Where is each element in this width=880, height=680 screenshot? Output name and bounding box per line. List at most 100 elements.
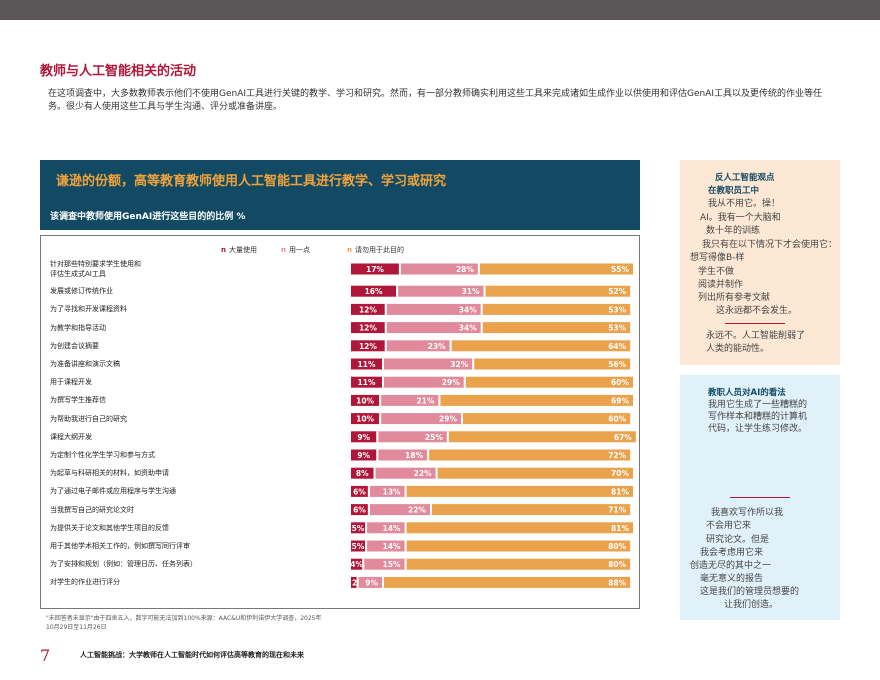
bar-separator <box>365 540 368 552</box>
legend-item-never: n 请勿用于此目的 <box>347 245 404 255</box>
bar-separator <box>477 263 480 275</box>
data-label-heavy: 5% <box>352 542 365 551</box>
bar-separator <box>365 522 368 534</box>
bar-heavy <box>351 504 368 516</box>
legend-label-little: 用一点 <box>288 246 310 254</box>
data-label-little: 9% <box>365 578 378 587</box>
bar-heavy <box>351 449 377 461</box>
bar-never <box>404 558 631 570</box>
bar-separator <box>483 285 486 297</box>
bar-never <box>435 467 633 479</box>
legend-label-never: 请勿用于此目的 <box>354 246 404 254</box>
bar-never <box>382 576 631 588</box>
row-label: 为创建会议摘要 <box>50 341 99 350</box>
bar-heavy <box>351 413 380 425</box>
data-label-heavy: 12% <box>359 324 377 333</box>
data-label-heavy: 12% <box>359 305 377 314</box>
bar-little <box>376 431 447 443</box>
bar-never <box>404 540 631 552</box>
sidebar1-line: 永远不。人工智能削弱了 <box>706 331 806 341</box>
bar-never <box>477 263 633 275</box>
bar-separator <box>367 485 370 497</box>
data-label-little: 15% <box>383 560 401 569</box>
page-title: 教师与人工智能相关的活动 <box>40 64 197 79</box>
sidebar2-line: 代码，让学生练习修改。 <box>708 424 808 434</box>
data-label-little: 32% <box>450 360 468 369</box>
bar-never <box>429 504 631 516</box>
bar-separator <box>379 394 382 406</box>
sidebar2-line: 这是我们的管理员想要的 <box>700 587 800 597</box>
bar-heavy <box>351 522 366 534</box>
bar-never <box>446 431 636 443</box>
bar-heavy <box>351 303 385 315</box>
stacked-bar-chart: 17% 28% 55% 16% 31% 52% 12% 34% 53% 12% 34% 53% 12% 2… <box>350 263 636 588</box>
data-label-little: 25% <box>425 433 443 442</box>
data-label-never: 64% <box>608 342 626 351</box>
bar-never <box>438 394 633 406</box>
data-label-never: 88% <box>608 578 626 587</box>
bar-heavy <box>351 322 385 334</box>
data-label-never: 60% <box>608 415 626 424</box>
data-label-little: 14% <box>383 542 401 551</box>
data-label-heavy: 10% <box>356 415 374 424</box>
row-label: 为定制个性化学生学习和参与方式 <box>50 451 155 459</box>
bar-separator <box>404 522 407 534</box>
bar-little <box>367 485 405 497</box>
legend-marker-never: n <box>347 246 352 254</box>
bar-little <box>376 449 428 461</box>
row-label: 针对那些特别要求学生使用和 评估生成式AI工具 <box>50 260 141 278</box>
bar-heavy <box>351 394 380 406</box>
bar-separator <box>449 340 452 352</box>
data-label-heavy: 6% <box>353 487 366 496</box>
row-label: 为撰写学生推荐信 <box>50 396 106 405</box>
legend-marker-little: n <box>281 246 286 254</box>
footer-title: 人工智能挑战：大学教师在人工智能时代如何评估高等教育的现在和未来 <box>80 651 304 659</box>
bar-separator <box>379 413 382 425</box>
row-label: 为帮助我进行自己的研究 <box>50 414 127 423</box>
bar-separator <box>382 358 385 370</box>
row-label: 当我撰写自己的研究论文时 <box>50 505 134 514</box>
sidebar1-line: 阅读并制作 <box>698 280 744 290</box>
data-label-never: 56% <box>608 360 626 369</box>
data-label-little: 18% <box>405 451 423 460</box>
data-label-heavy: 4% <box>350 560 363 569</box>
data-label-little: 29% <box>439 415 457 424</box>
sidebar2-line: 毫无意义的报告 <box>700 574 764 584</box>
data-label-little: 34% <box>459 324 477 333</box>
data-label-never: 80% <box>608 542 626 551</box>
bar-separator <box>382 576 385 588</box>
data-label-heavy: 9% <box>357 433 370 442</box>
bar-never <box>404 522 633 534</box>
sidebar1-divider <box>725 323 785 324</box>
data-label-heavy: 9% <box>357 451 370 460</box>
data-label-never: 71% <box>608 506 626 515</box>
bar-separator <box>382 376 385 388</box>
sidebar2-line: 不会用它来 <box>706 521 752 531</box>
sidebar1-line: 学生不做 <box>698 267 735 277</box>
sidebar2-line: 我用它生成了一些糟糕的 <box>708 400 808 410</box>
anti-ai-sidebar: 反人工智能观点 在教职员工中 我从不用它。操！ AI。我有一个大脑和 数十年的训… <box>680 160 840 365</box>
bar-little <box>379 394 439 406</box>
bar-little <box>365 540 405 552</box>
faculty-view-sidebar: 教职人员对AI的看法 我用它生成了一些糟糕的 写作样本和糟糕的计算机 代码，让学… <box>680 375 840 620</box>
bar-separator <box>429 504 432 516</box>
row-label: 用于其他学术相关工作的，例如撰写同行评审 <box>50 542 190 550</box>
chart-banner: 谦逊的份额，高等教育教师使用人工智能工具进行教学、学习或研究 该调查中教师使用G… <box>40 160 640 230</box>
bar-little <box>362 558 405 570</box>
bar-separator <box>446 431 449 443</box>
data-label-never: 69% <box>611 396 629 405</box>
bar-little <box>384 340 450 352</box>
data-label-heavy: 11% <box>358 378 376 387</box>
bar-little <box>396 285 484 297</box>
sidebar2-line: 创造无尽的其中之一 <box>690 561 772 571</box>
legend-label-heavy: 大量使用 <box>228 246 257 254</box>
bar-separator <box>362 558 365 570</box>
bar-separator <box>480 303 483 315</box>
bar-never <box>483 285 631 297</box>
data-label-little: 21% <box>416 396 434 405</box>
sidebar1-subheading: 在教职员工中 <box>708 186 760 196</box>
bar-never <box>404 485 633 497</box>
row-label: 为了安排和规划（例如：管理日历、任务列表） <box>50 560 197 569</box>
bar-separator <box>472 358 475 370</box>
row-label: 用于课程开发 <box>50 378 92 387</box>
